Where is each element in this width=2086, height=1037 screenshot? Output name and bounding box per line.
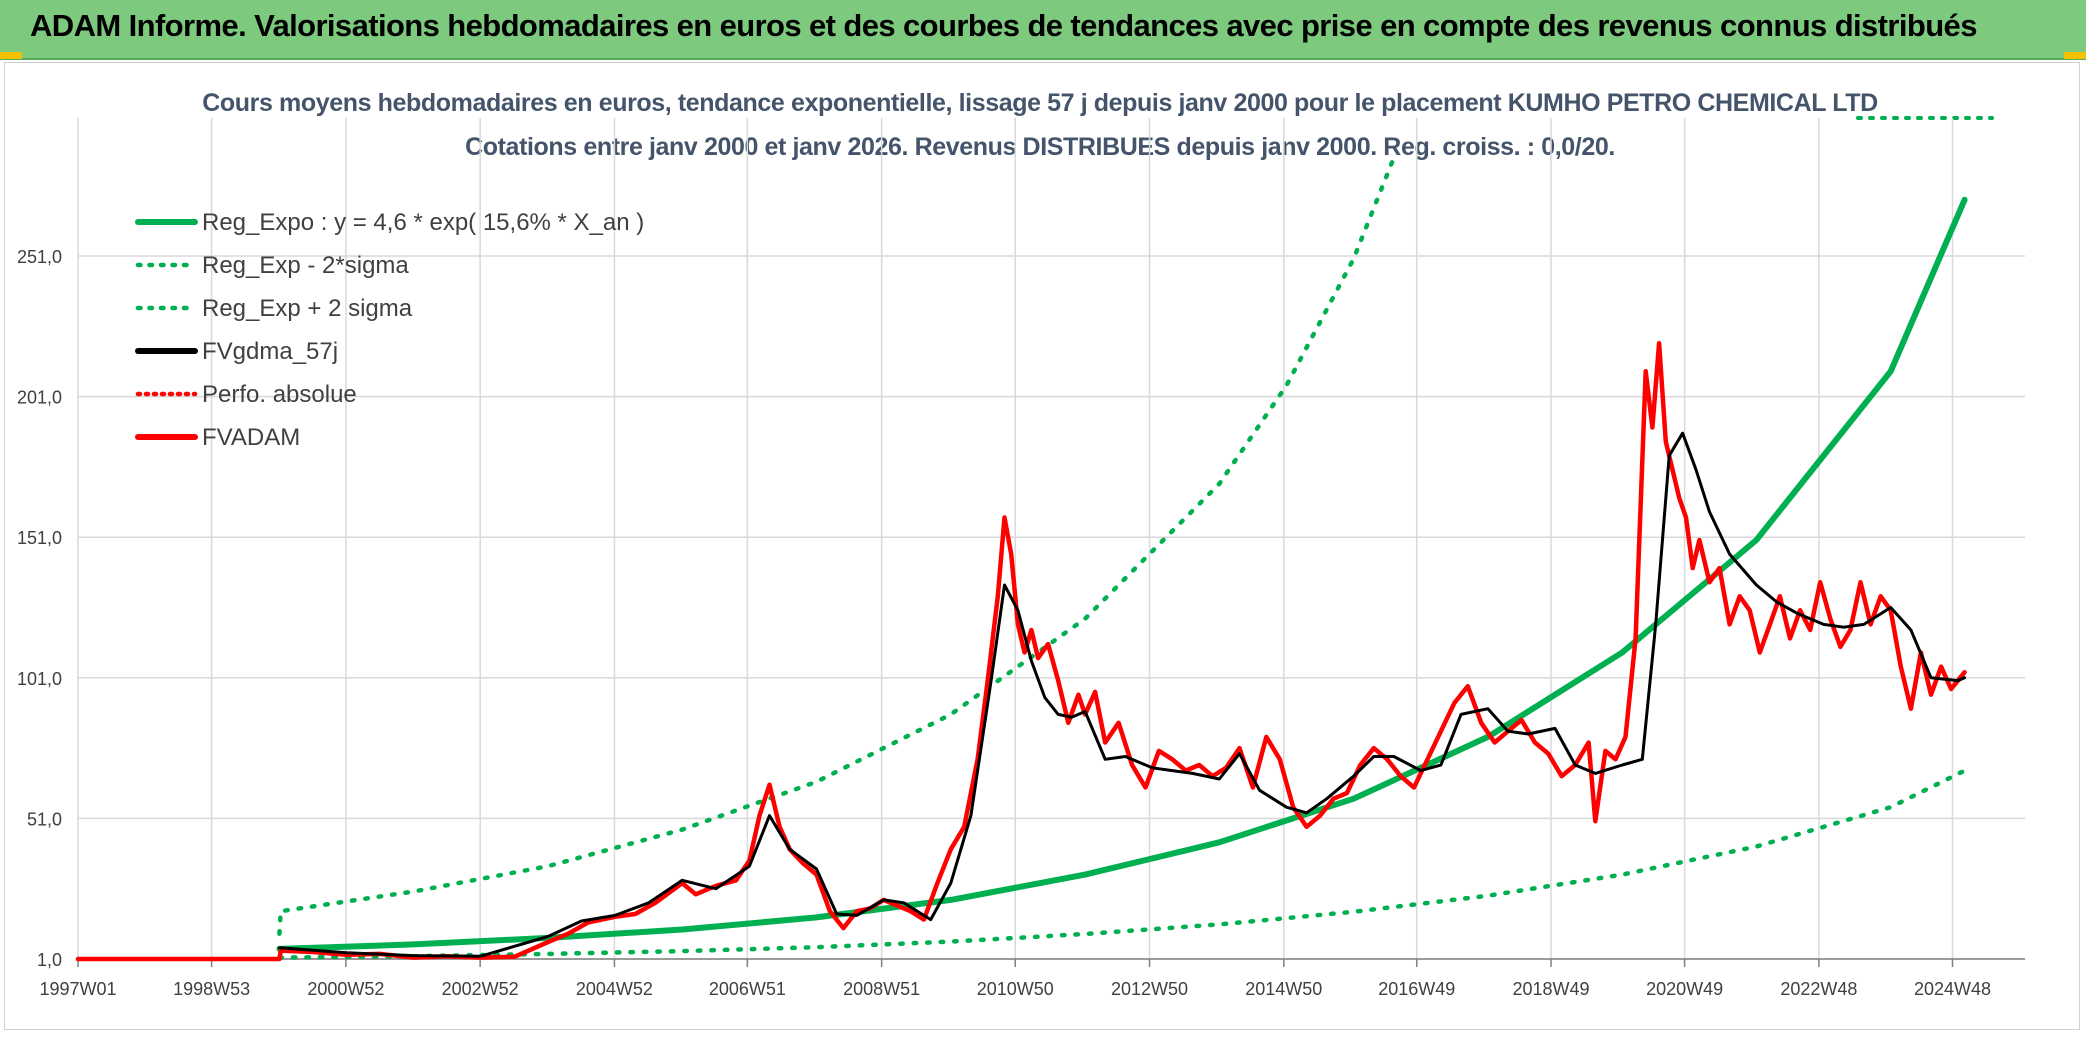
chart-frame	[4, 62, 2080, 1030]
x-tick-label: 2006W51	[709, 979, 786, 999]
y-tick-label: 201,0	[17, 388, 62, 408]
y-tick-label: 101,0	[17, 669, 62, 689]
series-line-2	[277, 155, 1397, 936]
banner-corner-right	[2064, 52, 2086, 59]
x-tick-label: 2002W52	[442, 979, 519, 999]
legend-label-3: FVgdma_57j	[202, 338, 338, 365]
x-tick-label: 2008W51	[843, 979, 920, 999]
report-banner: ADAM Informe. Valorisations hebdomadaire…	[0, 0, 2086, 60]
x-tick-label: 2024W48	[1914, 979, 1991, 999]
banner-corner-left	[0, 52, 22, 59]
x-tick-label: 1997W01	[39, 979, 116, 999]
legend-label-1: Reg_Exp - 2*sigma	[202, 252, 409, 279]
x-tick-label: 2014W50	[1245, 979, 1322, 999]
report-title: ADAM Informe. Valorisations hebdomadaire…	[30, 8, 1977, 43]
chart-title: Cours moyens hebdomadaires en euros, ten…	[202, 89, 1878, 117]
legend: Reg_Expo : y = 4,6 * exp( 15,6% * X_an )…	[135, 209, 644, 451]
x-tick-label: 2010W50	[977, 979, 1054, 999]
series-line-5	[75, 340, 1967, 962]
series-lines	[75, 155, 1968, 962]
legend-label-4: Perfo. absolue	[202, 381, 357, 408]
y-tick-label: 1,0	[37, 950, 62, 970]
legend-label-0: Reg_Expo : y = 4,6 * exp( 15,6% * X_an )	[202, 209, 644, 236]
x-tick-label: 2018W49	[1512, 979, 1589, 999]
gridlines	[77, 118, 2025, 960]
x-tick-label: 1998W53	[173, 979, 250, 999]
axes: 1,0 51,0 101,0 151,0 201,0 251,0 1997W01 1998W5…	[17, 247, 2025, 999]
y-tick-label: 51,0	[27, 809, 62, 829]
x-tick-label: 2022W48	[1780, 979, 1857, 999]
x-tick-label: 2020W49	[1646, 979, 1723, 999]
y-tick-label: 251,0	[17, 247, 62, 267]
x-tick-label: 2004W52	[576, 979, 653, 999]
x-tick-label: 2012W50	[1111, 979, 1188, 999]
y-tick-label: 151,0	[17, 528, 62, 548]
legend-label-5: FVADAM	[202, 424, 300, 451]
series-line-3	[277, 431, 1967, 958]
series-line-0	[276, 196, 1968, 952]
x-tick-label: 2000W52	[307, 979, 384, 999]
chart-subtitle: Cotations entre janv 2000 et janv 2026. …	[465, 133, 1615, 161]
legend-label-2: Reg_Exp + 2 sigma	[202, 295, 413, 322]
series-line-1	[277, 768, 1967, 960]
x-tick-label: 2016W49	[1378, 979, 1455, 999]
